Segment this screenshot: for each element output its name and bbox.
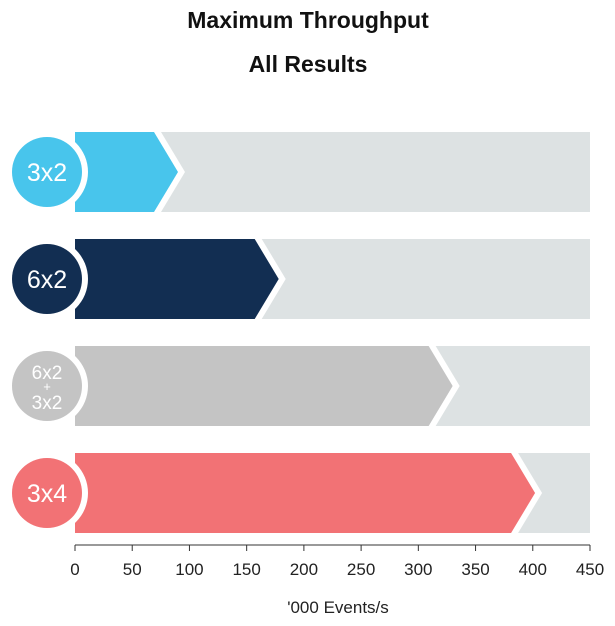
x-tick-label: 350 (461, 560, 489, 579)
badge (12, 244, 82, 314)
badge (12, 351, 82, 421)
x-tick-label: 450 (576, 560, 604, 579)
x-tick-label: 300 (404, 560, 432, 579)
x-tick-label: 100 (175, 560, 203, 579)
bar-row-2: 6x2+3x2 (6, 345, 590, 427)
bar-label: 6x2 (27, 266, 67, 294)
x-tick-label: 200 (290, 560, 318, 579)
bar-row-0: 3x2 (6, 131, 590, 213)
x-tick-label: 400 (519, 560, 547, 579)
chart-title: Maximum Throughput (187, 7, 429, 33)
x-axis-label: '000 Events/s (287, 598, 389, 617)
bar-row-3: 3x4 (6, 452, 590, 534)
bar (75, 453, 536, 533)
bar-label: 3x2 (27, 159, 67, 187)
bar-label-top: 6x2 (32, 363, 63, 384)
x-tick-label: 250 (347, 560, 375, 579)
x-tick-label: 50 (123, 560, 142, 579)
bar (75, 239, 279, 319)
x-axis: 0 50 100 150 200 250 300 350 400 450 (70, 544, 604, 579)
x-tick-label: 0 (70, 560, 79, 579)
bar (75, 132, 178, 212)
x-tick-label: 150 (232, 560, 260, 579)
bar-label: 3x4 (27, 480, 67, 508)
badge (12, 458, 82, 528)
bar-row-1: 6x2 (6, 238, 590, 320)
badge (12, 137, 82, 207)
chart-subtitle: All Results (249, 51, 368, 77)
bar-label-plus: + (43, 379, 51, 394)
bar-label-bottom: 3x2 (32, 393, 63, 414)
bar (75, 346, 453, 426)
